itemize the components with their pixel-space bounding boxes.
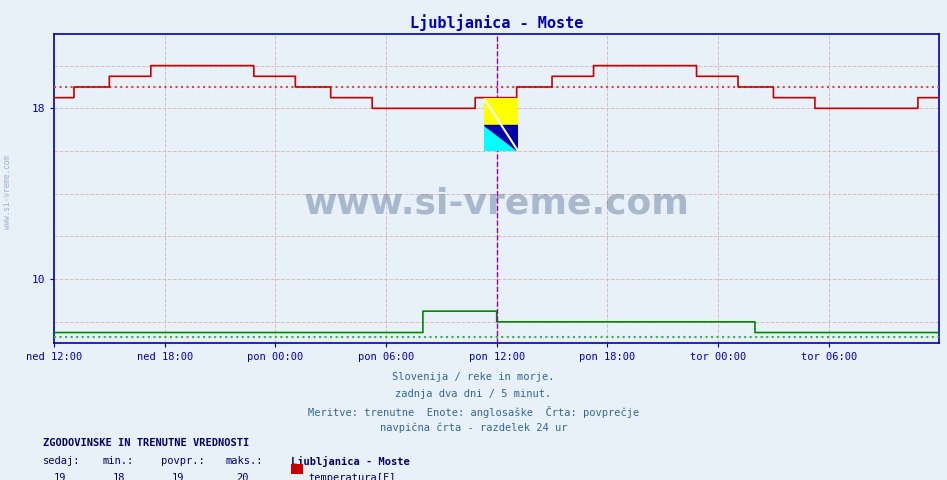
Text: zadnja dva dni / 5 minut.: zadnja dva dni / 5 minut. <box>396 389 551 399</box>
Text: 19: 19 <box>171 473 185 480</box>
Polygon shape <box>484 125 518 151</box>
Text: povpr.:: povpr.: <box>161 456 205 466</box>
Polygon shape <box>484 125 518 151</box>
Bar <box>484 98 518 125</box>
Title: Ljubljanica - Moste: Ljubljanica - Moste <box>410 14 583 31</box>
Text: 18: 18 <box>113 473 126 480</box>
Text: Meritve: trenutne  Enote: anglosaške  Črta: povprečje: Meritve: trenutne Enote: anglosaške Črta… <box>308 406 639 418</box>
Text: 20: 20 <box>236 473 249 480</box>
Text: ZGODOVINSKE IN TRENUTNE VREDNOSTI: ZGODOVINSKE IN TRENUTNE VREDNOSTI <box>43 438 249 448</box>
Text: Slovenija / reke in morje.: Slovenija / reke in morje. <box>392 372 555 382</box>
Text: maks.:: maks.: <box>225 456 263 466</box>
Text: temperatura[F]: temperatura[F] <box>309 473 396 480</box>
Text: 19: 19 <box>53 473 66 480</box>
Text: navpična črta - razdelek 24 ur: navpična črta - razdelek 24 ur <box>380 422 567 433</box>
Text: min.:: min.: <box>102 456 134 466</box>
Text: Ljubljanica - Moste: Ljubljanica - Moste <box>291 456 409 467</box>
Text: www.si-vreme.com: www.si-vreme.com <box>3 155 12 229</box>
Text: www.si-vreme.com: www.si-vreme.com <box>304 187 689 221</box>
Text: sedaj:: sedaj: <box>43 456 80 466</box>
